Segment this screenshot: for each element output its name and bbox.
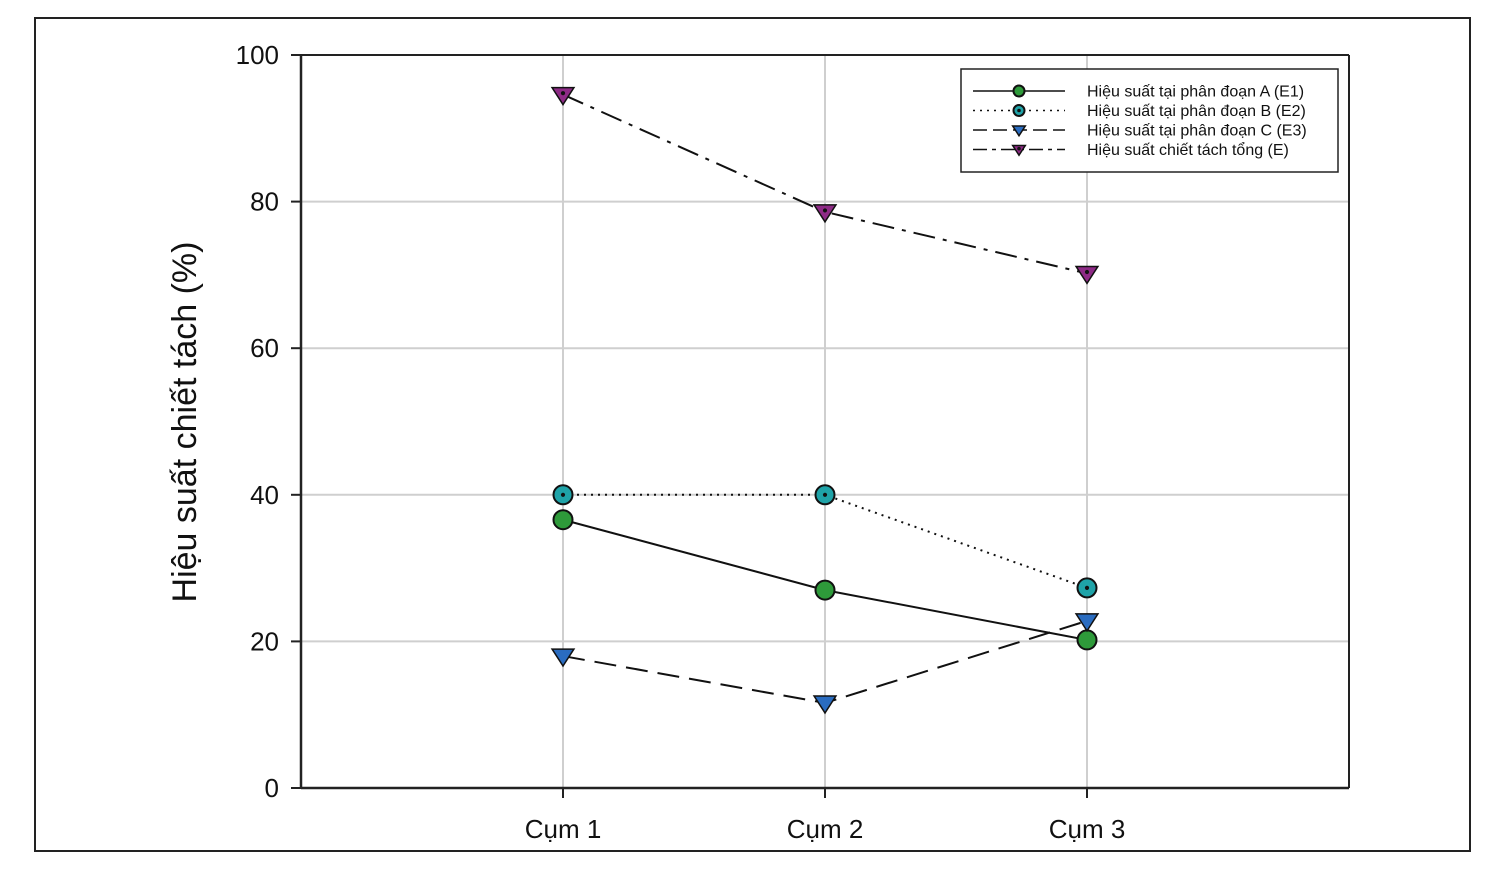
legend: Hiệu suất tại phân đoạn A (E1) Hiệu suất … (960, 68, 1339, 173)
data-point-center-dot (560, 91, 566, 96)
y-tick-label: 40 (250, 480, 279, 510)
legend-entry: Hiệu suất tại phân đoạn C (E3) (973, 123, 1307, 140)
data-point (550, 86, 576, 106)
y-tick-label: 20 (250, 626, 279, 656)
legend-marker-center-dot (1017, 146, 1021, 151)
data-point (812, 204, 838, 224)
axes (291, 54, 1350, 798)
y-tick-label: 0 (265, 773, 279, 803)
series-3 (550, 613, 1100, 715)
data-point (1074, 613, 1100, 633)
legend-label: Hiệu suất tại phân đoạn B (E2) (1087, 103, 1306, 120)
y-axis-title: Hiệu suất chiết tách (%) (166, 242, 204, 603)
legend-label: Hiệu suất chiết tách tổng (E) (1087, 141, 1289, 159)
legend-box (960, 68, 1339, 173)
legend-entry: Hiệu suất tại phân đoạn B (E2) (973, 103, 1306, 120)
legend-label: Hiệu suất tại phân đoạn A (E1) (1087, 84, 1304, 101)
data-point (552, 509, 574, 531)
data-point (1076, 629, 1098, 651)
legend-marker (1012, 84, 1026, 98)
data-point-center-dot (822, 208, 828, 213)
legend-marker (1011, 125, 1027, 138)
legend-marker-center-dot (1017, 108, 1021, 113)
data-point (550, 648, 576, 668)
series-group (550, 86, 1100, 715)
legend-entry: Hiệu suất chiết tách tổng (E) (973, 141, 1289, 159)
tick-labels: 0 20 40 60 80 100 Cụm 1 Cụm 2 Cụm 3 (236, 40, 1126, 844)
data-point-center-dot (1084, 269, 1090, 275)
series-1 (552, 509, 1098, 651)
series-line (562, 93, 1088, 275)
y-tick-label: 100 (236, 40, 279, 70)
legend-label: Hiệu suất tại phân đoạn C (E3) (1087, 123, 1307, 140)
series-2 (552, 484, 1098, 599)
data-point (812, 695, 838, 715)
chart-frame (34, 17, 1471, 852)
legend-entry: Hiệu suất tại phân đoạn A (E1) (973, 84, 1304, 101)
data-point-center-dot (1084, 585, 1090, 590)
series-4 (550, 86, 1100, 285)
data-point-center-dot (822, 492, 828, 497)
data-point (1074, 265, 1100, 285)
x-tick-label: Cụm 2 (787, 814, 864, 844)
y-tick-label: 60 (250, 333, 279, 363)
x-tick-label: Cụm 3 (1049, 814, 1126, 844)
data-point-center-dot (560, 492, 566, 497)
y-tick-label: 80 (250, 187, 279, 217)
data-point (814, 579, 836, 601)
x-tick-label: Cụm 1 (525, 814, 602, 844)
